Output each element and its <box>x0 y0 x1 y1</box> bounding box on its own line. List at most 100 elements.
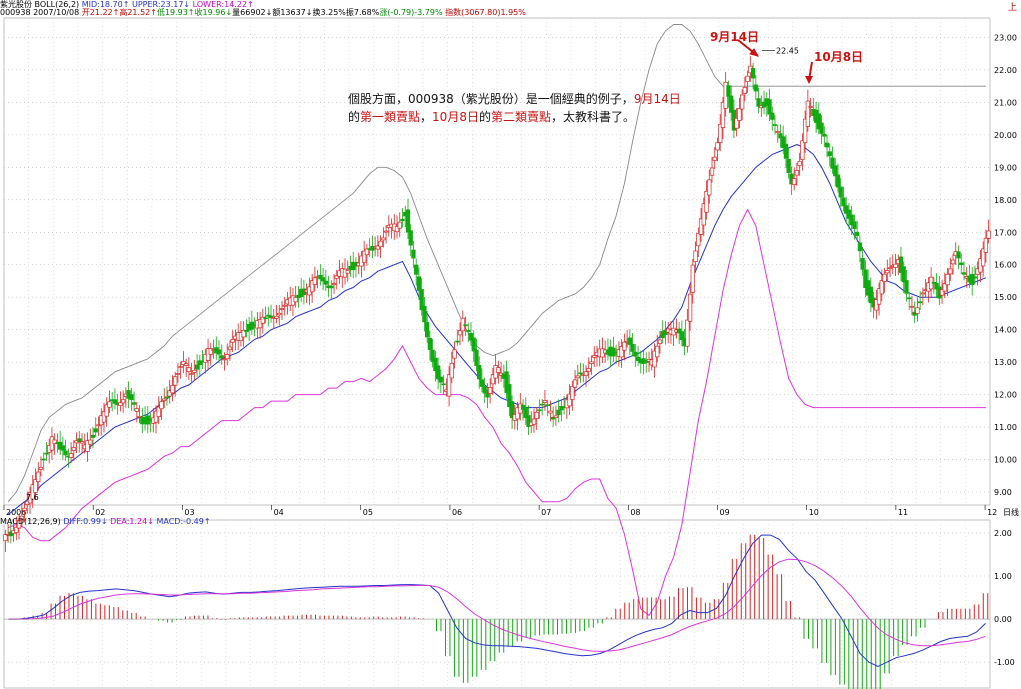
candle-body <box>633 351 638 357</box>
indicator-header-macd: MACD(12,26,9) DIFF:0.99↓ DEA:1.24↓ MACD:… <box>0 517 211 526</box>
candle-body <box>277 312 282 316</box>
annotation-text-2: ， <box>420 110 433 124</box>
candle-body <box>85 440 90 452</box>
candle-body <box>627 337 632 345</box>
candle-body <box>586 368 591 372</box>
candle-body <box>192 369 197 373</box>
price-info-header: 000938 2007/10/08 开21.22↑高21.52↑低19.93↑收… <box>0 8 526 18</box>
candle-body <box>718 123 723 143</box>
candle-body <box>860 258 865 270</box>
candle-body <box>219 355 224 359</box>
price-value-10: 指数(3067.80)1.95% <box>442 8 526 17</box>
candle-body <box>167 390 172 397</box>
x-tick-label: 09 <box>720 508 730 517</box>
candle-body <box>263 317 268 320</box>
price-value-1: 开21.22↑ <box>81 8 120 17</box>
up-arrow-icon[interactable]: 上 <box>1007 3 1017 13</box>
candle-body <box>827 151 832 157</box>
candle-body <box>707 179 712 196</box>
candle-body <box>855 231 860 237</box>
candle-body <box>488 387 493 394</box>
candle-body <box>364 248 370 256</box>
candle-body <box>542 400 548 403</box>
price-tick-label: 23.00 <box>994 33 1017 42</box>
candle-body <box>737 108 742 121</box>
candle-body <box>422 305 427 323</box>
candle-body <box>942 283 947 292</box>
candle-body <box>698 218 704 235</box>
candle-body <box>156 406 161 417</box>
annotation-text-0: 個股方面，000938（紫光股份）是一個經典的例子， <box>348 92 634 106</box>
candle-body <box>383 230 389 233</box>
macd-value-1: DIFF:0.99↓ <box>63 517 108 526</box>
candle-body <box>901 266 906 283</box>
candle-body <box>3 534 8 542</box>
candle-body <box>430 349 435 362</box>
candle-body <box>52 439 57 445</box>
boll-value-1: MID:18.70↑ <box>79 0 130 9</box>
price-value-9: 涨(-0.79)-3.79% <box>379 8 443 17</box>
candle-body <box>509 401 515 419</box>
low-price-label: 7.6 <box>26 493 39 502</box>
candle-body <box>457 330 463 336</box>
candle-body <box>118 402 123 406</box>
candle-body <box>268 315 274 319</box>
period-label[interactable]: 日线 <box>1003 508 1019 517</box>
candle-body <box>934 282 939 290</box>
candle-body <box>441 383 446 386</box>
candle-body <box>939 289 945 296</box>
candle-body <box>507 384 512 408</box>
candle-body <box>783 143 789 159</box>
candle-body <box>797 160 802 166</box>
price-tick-label: 20.00 <box>994 131 1017 140</box>
candle-body <box>129 394 134 401</box>
candle-body <box>22 507 27 511</box>
candle-body <box>120 399 126 404</box>
candle-body <box>567 393 572 407</box>
candle-body <box>885 270 890 274</box>
x-tick-label: 03 <box>184 508 194 517</box>
x-tick-label: 10 <box>809 508 819 517</box>
diff-line <box>8 534 986 668</box>
candle-body <box>778 133 783 139</box>
candle-body <box>216 349 222 355</box>
candle-body <box>909 305 915 308</box>
marker-oct8: 10月8日 <box>814 50 864 64</box>
price-value-2: 高21.52↑ <box>119 8 157 17</box>
candle-body <box>739 94 745 110</box>
candle-body <box>833 165 838 177</box>
boll-mid-line <box>7 144 987 516</box>
candle-body <box>981 248 986 267</box>
candle-body <box>107 401 112 408</box>
candle-body <box>857 242 863 252</box>
candle-body <box>622 341 627 351</box>
candle-body <box>183 363 189 366</box>
annotation-line-2: 的第一類賣點，10月8日的第二類賣點，太教科書了。 <box>348 108 688 127</box>
candle-body <box>972 276 978 279</box>
candle-body <box>526 415 531 427</box>
candle-body <box>394 226 400 233</box>
candle-body <box>822 133 827 137</box>
candle-body <box>14 526 19 533</box>
candle-body <box>844 205 849 214</box>
candle-body <box>583 371 589 377</box>
dea-line <box>8 558 986 652</box>
annotation-text-0: 的 <box>348 110 361 124</box>
macd-tick-label: 1.00 <box>994 572 1012 581</box>
candle-body <box>770 112 775 120</box>
candle-body <box>786 158 791 173</box>
candle-body <box>904 280 909 294</box>
candle-body <box>712 156 717 161</box>
annotation-text-4: 的 <box>478 110 491 124</box>
candle-body <box>490 374 496 385</box>
candle-body <box>630 343 635 352</box>
x-tick-label: 05 <box>363 508 373 517</box>
candle-body <box>652 350 657 368</box>
macd-tick-label: 2.00 <box>994 529 1012 538</box>
price-value-5: 量66902↓ <box>232 8 273 17</box>
candle-body <box>808 106 813 108</box>
candle-body <box>534 411 539 419</box>
candle-body <box>540 403 545 406</box>
peak-price-label: 22.45 <box>776 46 799 55</box>
candle-body <box>244 330 249 332</box>
